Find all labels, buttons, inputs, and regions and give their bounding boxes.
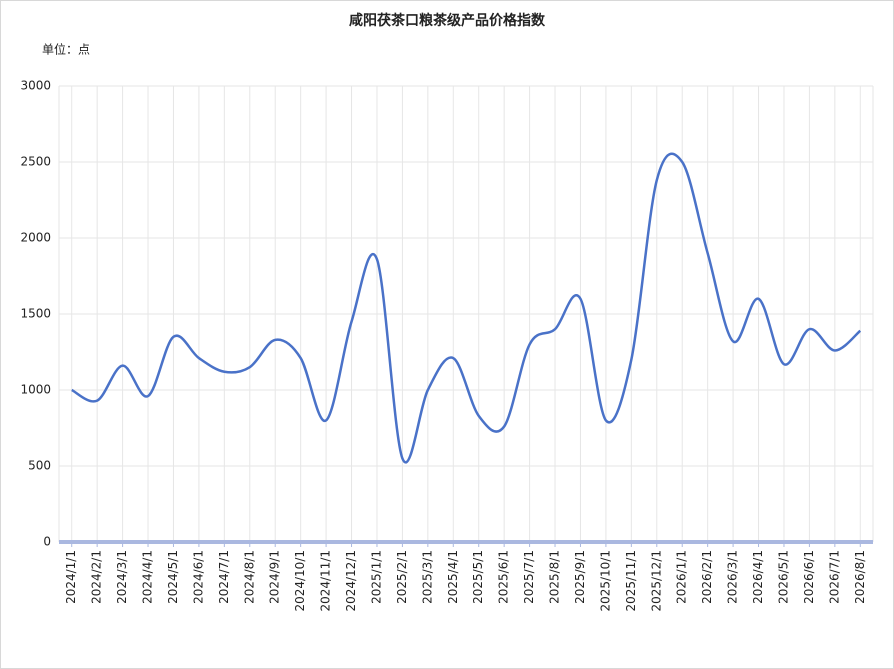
y-tick-label: 1500 bbox=[20, 307, 51, 321]
x-tick-label: 2024/8/1 bbox=[242, 550, 256, 604]
chart-title: 咸阳茯茶口粮茶级产品价格指数 bbox=[349, 12, 546, 29]
x-tick-label: 2024/7/1 bbox=[217, 550, 231, 604]
x-tick-label: 2024/11/1 bbox=[319, 550, 333, 612]
x-tick-label: 2024/4/1 bbox=[141, 550, 155, 604]
x-tick-label: 2025/4/1 bbox=[446, 550, 460, 604]
x-tick-label: 2025/12/1 bbox=[649, 550, 663, 612]
x-tick-label: 2026/8/1 bbox=[853, 550, 867, 604]
x-tick-label: 2026/5/1 bbox=[776, 550, 790, 604]
x-tick-label: 2025/7/1 bbox=[522, 550, 536, 604]
y-tick-label: 3000 bbox=[20, 79, 51, 93]
x-tick-label: 2025/6/1 bbox=[497, 550, 511, 604]
x-tick-label: 2026/7/1 bbox=[827, 550, 841, 604]
x-tick-label: 2025/2/1 bbox=[395, 550, 409, 604]
x-tick-label: 2026/6/1 bbox=[802, 550, 816, 604]
line bbox=[71, 152, 862, 464]
unit-label: 单位：点 bbox=[42, 42, 90, 57]
y-tick-label: 2500 bbox=[20, 155, 51, 169]
x-tick-label: 2025/8/1 bbox=[548, 550, 562, 604]
x-tick-label: 2025/9/1 bbox=[573, 550, 587, 604]
x-tick-label: 2024/1/1 bbox=[64, 550, 78, 604]
x-tick-label: 2025/11/1 bbox=[624, 550, 638, 612]
x-tick-label: 2024/3/1 bbox=[115, 550, 129, 604]
y-tick-label: 2000 bbox=[20, 231, 51, 245]
x-tick-label: 2025/3/1 bbox=[420, 550, 434, 604]
x-tick-label: 2024/6/1 bbox=[191, 550, 205, 604]
x-tick-label: 2024/2/1 bbox=[90, 550, 104, 604]
x-tick-label: 2026/1/1 bbox=[675, 550, 689, 604]
x-tick-label: 2026/4/1 bbox=[751, 550, 765, 604]
x-tick-label: 2025/5/1 bbox=[471, 550, 485, 604]
x-tick-label: 2026/2/1 bbox=[700, 550, 714, 604]
x-tick-label: 2025/10/1 bbox=[598, 550, 612, 612]
x-tick-label: 2026/3/1 bbox=[726, 550, 740, 604]
x-tick-label: 2025/1/1 bbox=[369, 550, 383, 604]
y-tick-label: 1000 bbox=[20, 383, 51, 397]
y-tick-label: 0 bbox=[43, 535, 51, 549]
y-tick-label: 500 bbox=[28, 459, 51, 473]
x-tick-label: 2024/12/1 bbox=[344, 550, 358, 612]
x-tick-label: 2024/5/1 bbox=[166, 550, 180, 604]
x-tick-label: 2024/9/1 bbox=[268, 550, 282, 604]
x-tick-label: 2024/10/1 bbox=[293, 550, 307, 612]
